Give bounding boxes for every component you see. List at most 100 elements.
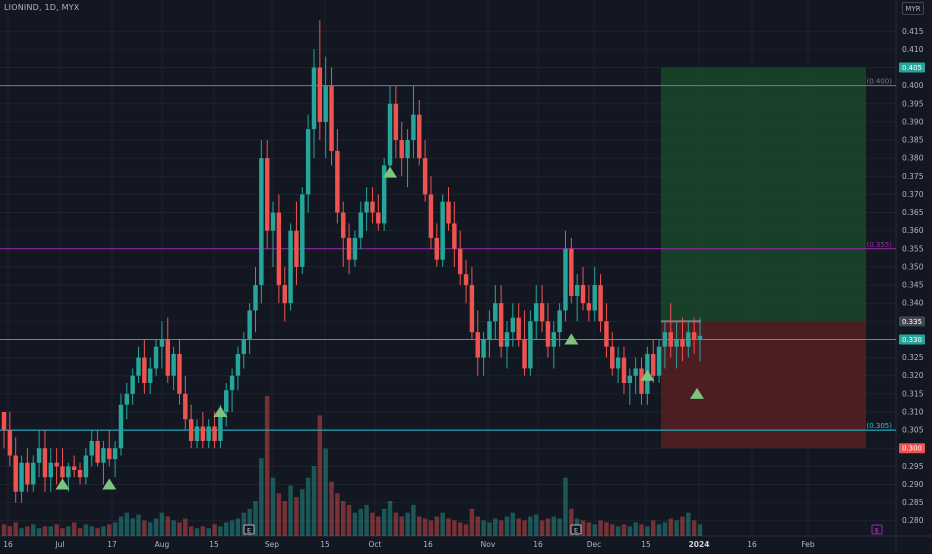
candle (95, 430, 100, 467)
volume-bar (329, 481, 334, 536)
volume-bar (317, 415, 323, 536)
horizontal-lines[interactable]: (0.400) (0.355) (0.305) (0, 78, 896, 431)
price-tick-label: 0.380 (902, 154, 924, 163)
candle (569, 237, 574, 304)
event-letter: E (574, 527, 578, 535)
candle (212, 411, 217, 449)
volume-bar (481, 520, 486, 536)
volume-bar (691, 520, 697, 536)
buy-signal-icon (640, 369, 655, 381)
candle (206, 419, 211, 449)
candle-body (376, 212, 381, 224)
volume-bar (668, 518, 673, 536)
candle-body (387, 103, 393, 166)
candle (668, 303, 673, 358)
time-tick-label: Jul (54, 540, 64, 549)
volume-bar (551, 516, 557, 536)
candle-body (680, 339, 685, 347)
candle-body (259, 158, 264, 286)
candle (686, 321, 691, 358)
candle (7, 411, 13, 467)
candle (633, 357, 638, 394)
candle (598, 274, 603, 333)
candle-body (627, 375, 633, 383)
candle (89, 430, 94, 467)
buy-signal-icon (383, 166, 398, 178)
volume-bar (405, 512, 410, 536)
candle (1, 411, 7, 449)
candle (130, 368, 135, 405)
horizontal-line-label: (0.305) (866, 422, 892, 430)
candle-body (539, 303, 545, 322)
volume-bar (475, 516, 480, 536)
price-label: 0.330 (899, 334, 925, 345)
candle (411, 85, 416, 159)
candle (19, 455, 24, 503)
candle (171, 346, 176, 391)
candle-body (288, 230, 293, 304)
volume-bar (235, 518, 241, 536)
time-axis[interactable]: 16 Jul 17 Aug 15 Sep 15 Oct 16 Nov 16 Dec 15 2024 16 Fe… (3, 540, 815, 549)
earnings-event-icon[interactable]: E (570, 524, 582, 535)
candle (200, 411, 206, 449)
volume-bar (592, 524, 597, 536)
candle-body (475, 332, 480, 358)
volume-bar (7, 526, 13, 536)
volume-bar (545, 518, 551, 536)
candle (323, 56, 328, 159)
candle-body (36, 448, 42, 463)
candle (610, 332, 615, 376)
price-tick-label: 0.310 (902, 407, 924, 416)
volume-bar (522, 520, 527, 536)
volume-bar (276, 493, 282, 536)
currency-button[interactable]: MYR (902, 2, 924, 15)
candle (580, 266, 586, 311)
position-tool[interactable] (661, 67, 866, 449)
candle (387, 85, 393, 177)
candle (393, 85, 399, 159)
candle (574, 274, 580, 322)
candle-body (183, 393, 188, 420)
candle (656, 339, 662, 383)
volume-bar (218, 526, 223, 536)
volume-bar (604, 522, 609, 536)
volume-bar (364, 504, 369, 536)
volume-bar (680, 516, 685, 536)
candle (112, 440, 118, 478)
candle-body (335, 150, 340, 213)
candle (662, 321, 668, 369)
candle (615, 346, 621, 383)
candle (259, 140, 264, 304)
candle (534, 285, 539, 340)
candle-body (1, 411, 7, 431)
volume-bar (686, 512, 691, 536)
candle-body (405, 140, 410, 159)
candle-body (54, 462, 59, 467)
volume-bar (253, 501, 258, 536)
earnings-event-icon[interactable]: E (871, 524, 883, 535)
volume-bar (358, 508, 363, 536)
candle (399, 121, 404, 177)
volume-bar (147, 522, 153, 536)
time-tick-label: 2024 (689, 540, 710, 549)
volume-bar (288, 485, 293, 536)
candle-body (247, 310, 252, 340)
candle (25, 448, 30, 492)
candle (60, 448, 65, 485)
volume-bar (563, 477, 568, 536)
candle (674, 321, 679, 369)
volume-bar (188, 526, 194, 536)
candle (604, 303, 609, 358)
volume-bar (428, 520, 434, 536)
earnings-event-icon[interactable]: E (243, 524, 255, 535)
volume-bar (610, 524, 615, 536)
volume-bar (71, 522, 77, 536)
candle (329, 67, 334, 166)
volume-bar (598, 520, 603, 536)
volume-bar (229, 520, 235, 536)
price-tick-label: 0.410 (902, 45, 924, 54)
price-tick-label: 0.320 (902, 371, 924, 380)
candle-body (101, 448, 106, 463)
